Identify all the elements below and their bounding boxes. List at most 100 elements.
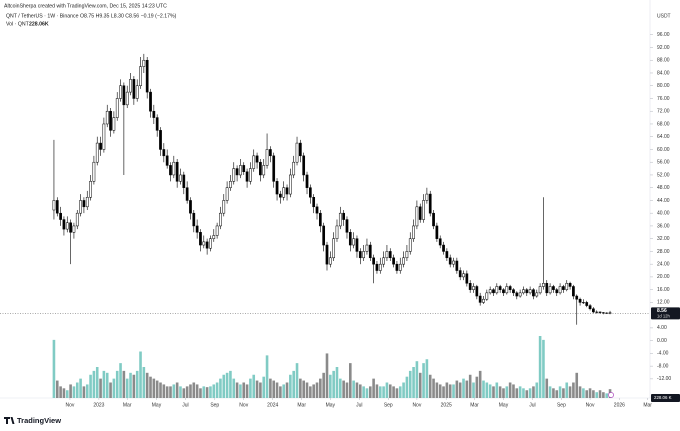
candle-body [295,142,299,163]
y-tick-label: 68.00 [657,121,670,127]
volume-bar [145,372,149,398]
candle-body [129,79,132,93]
candle-body [422,200,425,220]
candle-body [408,238,412,252]
candle-body [242,165,246,173]
candle-body [52,200,56,211]
candle-body [139,66,142,86]
volume-bar [249,378,252,398]
volume-bar [135,370,139,398]
candle-body [398,263,402,271]
candle-body [172,161,176,176]
volume-bar [319,378,322,398]
volume-bar [65,390,69,398]
volume-legend-value: 228.06K [29,21,49,27]
volume-bar [592,390,595,398]
volume-bar [468,374,472,398]
candle-body [315,206,319,214]
y-tick-label: -8.00 [657,363,669,369]
candle-body [82,200,86,208]
volume-bar [159,382,162,398]
x-tick-label: Mar [123,402,132,408]
candle-body [292,161,296,176]
volume-bar [352,380,355,398]
volume-bar [182,388,186,398]
candle-body [142,59,146,67]
candle-body [572,286,575,297]
volume-bar [385,382,389,398]
candle-body [495,286,499,294]
volume-bar [502,388,505,398]
volume-bar [299,378,302,398]
x-tick-label: Jul [182,402,188,408]
candle-body [395,263,399,271]
volume-bar [548,386,552,398]
candle-body [545,283,549,294]
candle-body [568,283,572,287]
attribution: AltcoinSherpa created with TradingView.c… [4,3,167,9]
candle-body [59,212,62,220]
volume-bar [472,382,475,398]
volume-bar [199,388,202,398]
volume-bar [498,386,502,398]
volume-bar [492,386,495,398]
x-tick-label: Mar [470,402,479,408]
y-tick-label: 96.00 [657,32,670,38]
volume-bar [382,386,385,398]
candle-body [362,251,365,259]
candle-body [225,187,229,201]
candle-body [102,123,106,150]
volume-bar [428,374,432,398]
candle-body [402,257,405,265]
volume-price-box [651,394,680,402]
x-tick-label: Sep [384,402,393,408]
candle-body [115,98,119,118]
volume-bar [375,384,379,398]
volume-bar [119,363,122,398]
x-tick-label: 2026 [614,402,625,408]
candle-body [212,235,216,239]
volume-bar [512,384,515,398]
candle-body [388,251,392,259]
volume-bar [368,386,372,398]
candle-body [588,305,592,310]
x-tick-label: 2023 [93,402,104,408]
candle-body [382,257,385,265]
volume-bar [169,386,172,398]
y-tick-label: 84.00 [657,70,670,76]
y-tick-label: 12.00 [657,300,670,306]
x-tick-label: Nov [586,402,595,408]
y-tick-label: 64.00 [657,134,670,140]
x-tick-label: Mar [643,402,652,408]
volume-bar [232,378,236,398]
volume-bar [575,372,579,398]
volume-bar [212,384,216,398]
candle-body [428,193,432,214]
y-tick-label: 80.00 [657,83,670,89]
y-tick-label: 60.00 [657,147,670,153]
candle-body [328,257,332,265]
candle-body [152,110,156,118]
volume-bar [282,384,286,398]
candle-body [222,200,226,214]
candle-body [199,232,202,246]
volume-bar [522,388,525,398]
volume-bar [152,378,156,398]
candle-body [532,289,535,297]
candle-body [332,238,336,259]
candle-body [525,289,529,294]
candle-body [322,225,326,246]
candle-body [415,206,419,227]
candle-body [578,298,582,303]
volume-bar [495,382,499,398]
volume-bar [95,367,99,398]
candle-body [229,181,232,188]
volume-bar [588,388,592,398]
x-tick-label: Nov [239,402,248,408]
currency: USDT [657,13,671,19]
y-tick-label: 28.00 [657,249,670,255]
candle-body [99,142,102,150]
candle-body [145,59,149,93]
volume-bar [582,388,585,398]
y-tick-label: 40.00 [657,211,670,217]
